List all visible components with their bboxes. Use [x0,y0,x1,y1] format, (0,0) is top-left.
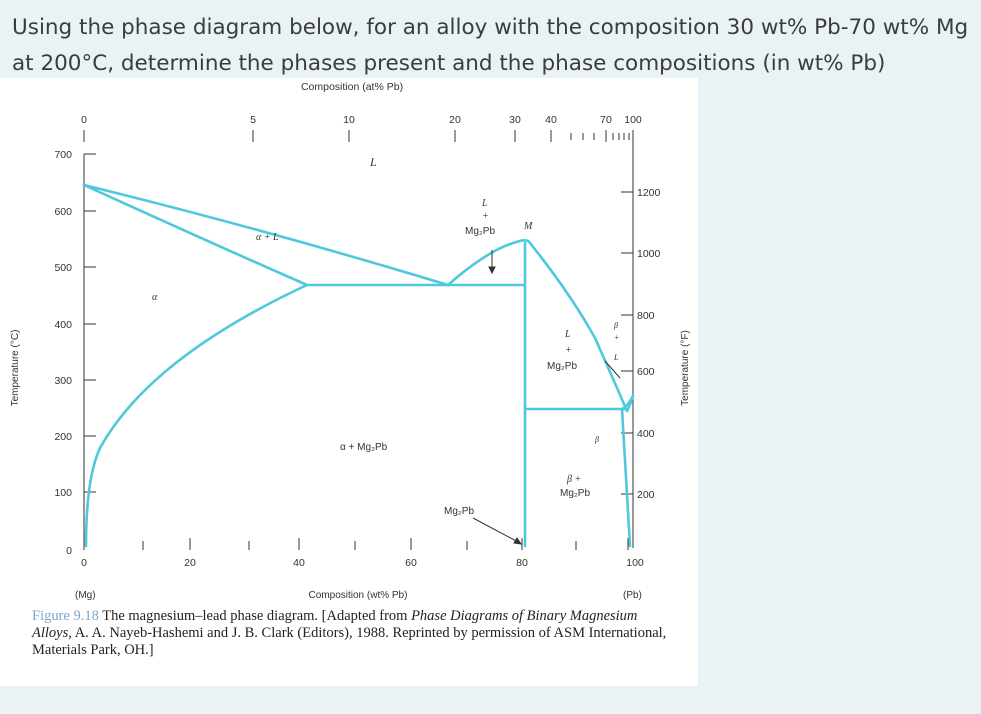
top-tick-10: 10 [343,114,355,126]
region-label-beta-l-1: β [613,321,618,330]
left-axis-ticks [84,153,96,493]
liquidus-mg2pb-left-line [446,239,532,287]
region-label-l-mg2pb-top-1: L [481,198,488,209]
question-line-2: at 200°C, determine the phases present a… [12,51,886,76]
region-label-beta-mg2pb-1: β + [566,474,581,485]
top-tick-40: 40 [545,114,557,126]
region-label-l-mg2pb-right-3: Mg₂Pb [547,361,577,372]
region-label-alpha: α [152,292,158,303]
left-tick-700: 700 [54,149,72,161]
top-tick-5: 5 [250,114,256,126]
top-tick-30: 30 [509,114,521,126]
left-tick-600: 600 [54,206,72,218]
region-label-l-mg2pb-top-2: + [482,211,489,222]
left-tick-100: 100 [54,487,72,499]
question-text: Using the phase diagram below, for an al… [12,10,977,82]
top-tick-20: 20 [449,114,461,126]
region-label-l-mg2pb-right-1: L [564,329,571,340]
arrow-beta-l-line [604,360,621,379]
right-axis-title: Temperature (°F) [680,330,691,406]
question-line-1: Using the phase diagram below, for an al… [12,15,969,40]
right-tick-1000: 1000 [637,248,661,260]
top-tick-0: 0 [81,114,87,126]
right-tick-1200: 1200 [637,187,661,199]
beta-solidus-line [620,394,635,411]
bottom-tick-80: 80 [516,557,528,569]
region-label-beta-l-3: L [613,353,619,362]
left-tick-400: 400 [54,319,72,331]
bottom-tick-100: 100 [626,557,644,569]
figure-caption: Figure 9.18 The magnesium–lead phase dia… [32,608,672,659]
bottom-tick-0: 0 [81,557,87,569]
liquidus-left-line [82,183,450,287]
region-label-l: L [369,155,377,169]
region-label-mg2pb: Mg₂Pb [444,506,474,517]
phase-diagram-svg: Composition (at% Pb) 0 5 10 20 30 40 70 … [10,81,691,601]
left-tick-0: 0 [66,545,72,557]
caption-figure-number: Figure 9.18 [32,608,99,624]
bottom-tick-20: 20 [184,557,196,569]
left-tick-200: 200 [54,431,72,443]
phase-diagram-figure: Composition (at% Pb) 0 5 10 20 30 40 70 … [0,78,698,686]
region-label-beta-l-2: + [614,333,619,342]
caption-text-1: The magnesium–lead phase diagram. [Adapt… [102,608,408,624]
right-tick-400: 400 [637,428,655,440]
bottom-axis-ticks [83,538,629,550]
arrow-m-head [488,266,496,275]
arrow-mg2pb-line [472,517,521,544]
right-end-label: (Pb) [623,590,642,601]
arrow-mg2pb-head [513,537,523,545]
region-label-l-mg2pb-top-3: Mg₂Pb [465,226,495,237]
bottom-tick-40: 40 [293,557,305,569]
alpha-solvus-line [84,283,309,548]
region-label-beta: β [594,435,599,444]
left-end-label: (Mg) [75,590,96,601]
top-axis-ticks [83,130,634,142]
region-label-l-mg2pb-right-2: + [565,345,572,356]
left-tick-500: 500 [54,262,72,274]
right-axis-ticks [621,191,633,495]
region-label-beta-mg2pb-2: Mg₂Pb [560,488,590,499]
caption-italic-title: Phase Diagrams of Binary Magnesium Alloy… [32,608,638,641]
top-tick-70: 70 [600,114,612,126]
top-tick-100: 100 [624,114,642,126]
solidus-alpha-line [82,183,309,287]
region-label-m: M [523,221,533,232]
bottom-axis-title: Composition (wt% Pb) [309,590,408,601]
caption-text-2: A. A. Nayeb-Hashemi and J. B. Clark (Edi… [32,625,667,658]
region-label-alpha-l: α + L [256,232,279,243]
liquidus-mg2pb-right-line [528,241,629,413]
right-tick-800: 800 [637,310,655,322]
right-tick-200: 200 [637,489,655,501]
left-axis-title: Temperature (°C) [10,330,21,407]
beta-solvus-line [620,407,632,548]
left-tick-300: 300 [54,375,72,387]
bottom-tick-60: 60 [405,557,417,569]
region-label-alpha-mg2pb: α + Mg₂Pb [340,442,388,453]
right-tick-600: 600 [637,366,655,378]
top-axis-title: Composition (at% Pb) [301,81,403,93]
